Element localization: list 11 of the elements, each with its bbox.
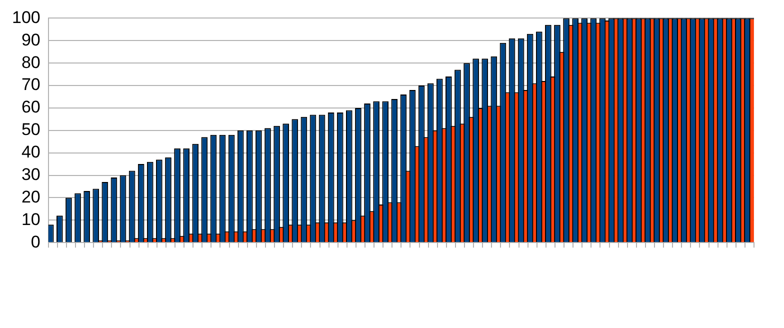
y-tick-label: 70 [21, 75, 40, 94]
y-tick-label: 30 [21, 164, 40, 184]
y-tick-label: 100 [12, 8, 40, 27]
y-tick-label: 20 [21, 187, 40, 206]
y-tick-label: 40 [21, 142, 40, 162]
y-tick-label: 0 [30, 232, 40, 252]
y-tick-label: 80 [21, 52, 40, 72]
y-tick-label: 10 [21, 210, 40, 229]
y-tick-label: 50 [21, 120, 40, 140]
y-tick-label: 90 [21, 30, 40, 50]
y-tick-label: 60 [21, 98, 40, 117]
